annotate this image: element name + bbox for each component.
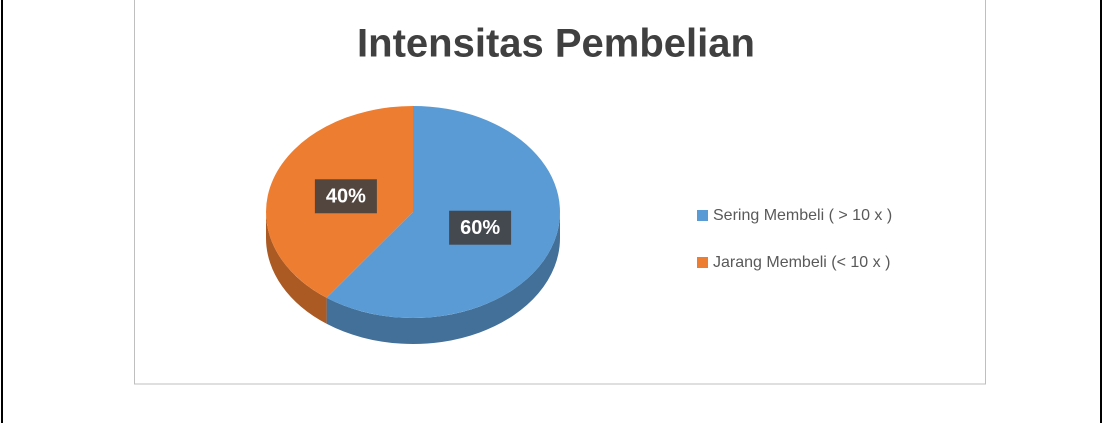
legend-swatch	[697, 210, 708, 221]
legend-label: Sering Membeli ( > 10 x )	[713, 207, 892, 224]
slice-side	[326, 212, 560, 344]
data-label-box	[449, 210, 512, 245]
legend-label: Jarang Membeli (< 10 x )	[713, 254, 890, 271]
data-label-box	[314, 179, 377, 214]
slice-side	[266, 212, 327, 324]
legend-swatch	[697, 257, 708, 268]
chart-title: Intensitas Pembelian	[357, 22, 755, 66]
slice-top	[326, 106, 560, 318]
data-label: 40%	[326, 186, 366, 208]
pie-slice	[326, 106, 560, 344]
data-label: 60%	[460, 217, 500, 239]
